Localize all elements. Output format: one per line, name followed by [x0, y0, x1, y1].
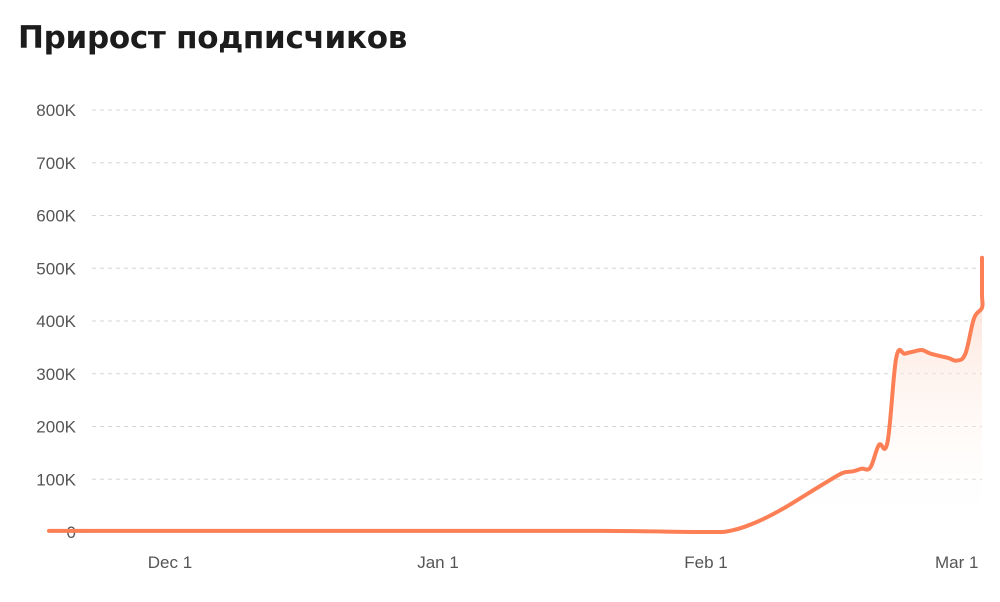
y-tick-label: 400K — [36, 312, 76, 331]
x-tick-label: Jan 1 — [417, 553, 459, 572]
y-tick-label: 500K — [36, 259, 76, 278]
series-line — [47, 255, 985, 535]
y-tick-label: 200K — [36, 418, 76, 437]
grid-lines — [92, 109, 982, 480]
y-tick-label: 100K — [36, 470, 76, 489]
y-tick-label: 700K — [36, 154, 76, 173]
y-tick-label: 800K — [36, 101, 76, 120]
chart-title: Прирост подписчиков — [18, 20, 408, 56]
x-tick-label: Dec 1 — [148, 553, 192, 572]
x-tick-label: Feb 1 — [684, 553, 727, 572]
y-tick-label: 300K — [36, 365, 76, 384]
y-tick-label: 600K — [36, 207, 76, 226]
series-area — [49, 257, 983, 533]
x-axis-ticks: Dec 1 Jan 1 Feb 1 Mar 1 — [148, 553, 979, 572]
x-tick-label: Mar 1 — [935, 553, 978, 572]
